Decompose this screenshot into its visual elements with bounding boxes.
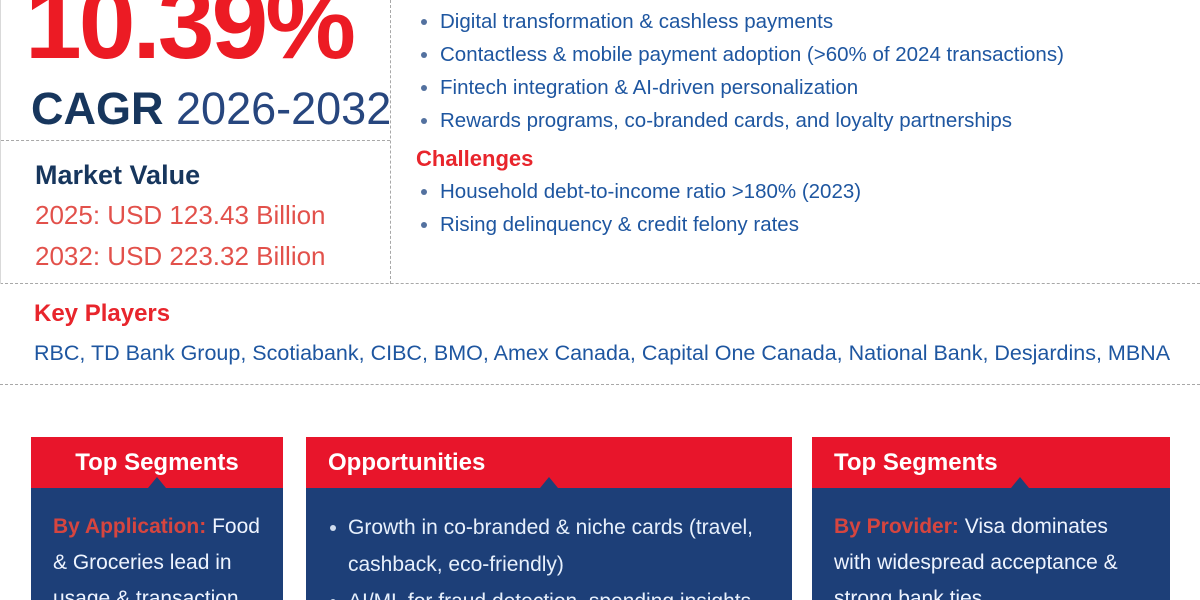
card-title: Top Segments [834,448,998,476]
cagr-label: CAGR [31,83,164,134]
driver-text: Rewards programs, co-branded cards, and … [440,109,1012,132]
card-text: Visa dominates with widespread acceptanc… [834,515,1118,600]
arrow-up-notch-icon [1010,477,1029,488]
card-header: Opportunities [306,437,792,488]
cagr-period: 2026-2032 [176,83,392,134]
opportunity-item: AI/ML for fraud detection, spending insi… [328,583,770,600]
left-column: 10.39% CAGR 2026-2032 Market Value 2025:… [0,0,391,284]
card-top-segments-provider: Top Segments By Provider: Visa dominates… [812,437,1170,600]
card-header: Top Segments [812,437,1170,488]
card-opportunities: Opportunities Growth in co-branded & nic… [306,437,792,600]
opportunity-text: AI/ML for fraud detection, spending insi… [348,583,770,600]
driver-text: Fintech integration & AI-driven personal… [440,76,859,99]
card-label: By Application: [53,515,207,538]
top-section: 10.39% CAGR 2026-2032 Market Value 2025:… [0,0,1200,284]
bullet-icon [421,19,427,25]
arrow-up-notch-icon [148,477,166,488]
challenges-title: Challenges [416,146,534,171]
driver-text: Contactless & mobile payment adoption (>… [440,43,1064,66]
driver-item: Digital transformation & cashless paymen… [408,5,1200,38]
opportunities-list: Growth in co-branded & niche cards (trav… [328,509,770,600]
drivers-challenges-column: Digital transformation & cashless paymen… [392,0,1200,284]
bullet-icon [421,85,427,91]
market-value-2025: 2025: USD 123.43 Billion [35,200,326,230]
challenge-text: Rising delinquency & credit felony rates [440,213,799,236]
cagr-box: 10.39% CAGR 2026-2032 [1,0,391,141]
key-players-title: Key Players [34,300,171,327]
key-players-section: Key Players RBC, TD Bank Group, Scotiaba… [0,285,1200,385]
bullet-icon [421,222,427,228]
card-title: Top Segments [75,448,239,476]
card-body: By Application: Food & Groceries lead in… [31,488,283,600]
key-players-list: RBC, TD Bank Group, Scotiabank, CIBC, BM… [34,341,1171,365]
challenge-item: Rising delinquency & credit felony rates [408,208,1200,241]
bullet-icon [421,52,427,58]
drivers-list: Digital transformation & cashless paymen… [408,5,1200,137]
challenge-item: Household debt-to-income ratio >180% (20… [408,175,1200,208]
arrow-up-notch-icon [540,477,558,488]
card-body: Growth in co-branded & niche cards (trav… [306,488,792,600]
card-text: Food & Groceries lead in usage & transac… [53,515,260,600]
driver-item: Fintech integration & AI-driven personal… [408,71,1200,104]
driver-item: Rewards programs, co-branded cards, and … [408,104,1200,137]
card-top-segments-application: Top Segments By Application: Food & Groc… [31,437,283,600]
card-label: By Provider: [834,515,959,538]
cagr-period-line: CAGR 2026-2032 [31,86,391,131]
card-title: Opportunities [328,448,486,476]
cagr-value: 10.39% [25,0,356,80]
bullet-icon [421,118,427,124]
card-body: By Provider: Visa dominates with widespr… [812,488,1170,600]
challenges-list: Household debt-to-income ratio >180% (20… [408,175,1200,241]
market-value-2032: 2032: USD 223.32 Billion [35,241,326,271]
challenge-text: Household debt-to-income ratio >180% (20… [440,180,862,203]
market-value-box: Market Value 2025: USD 123.43 Billion 20… [1,141,390,284]
card-header: Top Segments [31,437,283,488]
opportunity-text: Growth in co-branded & niche cards (trav… [348,516,754,576]
opportunity-item: Growth in co-branded & niche cards (trav… [328,509,770,583]
driver-item: Contactless & mobile payment adoption (>… [408,38,1200,71]
bullet-icon [421,189,427,195]
driver-text: Digital transformation & cashless paymen… [440,10,834,33]
bullet-icon [330,525,336,531]
market-value-title: Market Value [35,160,201,190]
